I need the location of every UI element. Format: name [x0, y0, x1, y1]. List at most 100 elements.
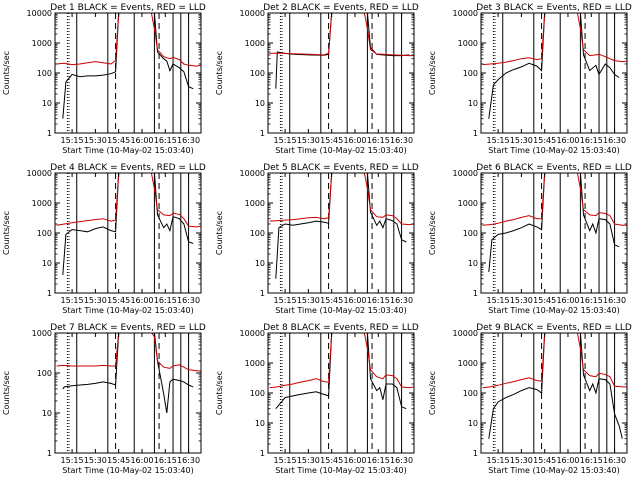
x-tick-label: 15:45: [107, 456, 130, 465]
y-tick-label: 1: [473, 449, 478, 458]
y-tick-label: 1000: [458, 39, 478, 48]
x-axis-label: Start Time (10-May-02 15:03:40): [275, 466, 406, 475]
series-events-line: [62, 173, 194, 275]
x-tick-label: 15:15: [274, 456, 297, 465]
y-tick-label: 10000: [453, 9, 478, 18]
y-tick-label: 10000: [27, 9, 52, 18]
series-lld-line: [269, 13, 414, 57]
y-tick-label: 10: [42, 99, 52, 108]
detector-panel-2: Det 2 BLACK = Events, RED = LLD 1 10 100 100…: [215, 3, 419, 155]
x-tick-label: 16:00: [343, 296, 366, 305]
detector-panel-5: Det 5 BLACK = Events, RED = LLD 1 10 100 100…: [215, 163, 419, 315]
detector-panel-9: Det 9 BLACK = Events, RED = LLD 1 10 100 100…: [428, 323, 632, 475]
x-tick-label: 15:30: [510, 136, 533, 145]
y-tick-label: 1000: [458, 359, 478, 368]
y-tick-label: 100: [250, 389, 265, 398]
y-tick-label: 100: [37, 69, 52, 78]
y-tick-label: 10000: [240, 329, 265, 338]
x-tick-label: 16:00: [556, 296, 579, 305]
series-events-line: [62, 333, 194, 414]
panel-title: Det 2 BLACK = Events, RED = LLD: [263, 3, 419, 13]
detector-panel-1: Det 1 BLACK = Events, RED = LLD 1 10 100 100…: [2, 3, 206, 155]
y-axis-label: Counts/sec: [428, 371, 437, 415]
x-tick-label: 15:45: [533, 456, 556, 465]
panel-title: Det 3 BLACK = Events, RED = LLD: [476, 3, 632, 13]
x-tick-label: 15:15: [61, 136, 84, 145]
y-tick-label: 10: [255, 99, 265, 108]
y-tick-label: 1: [47, 449, 52, 458]
series-events-line: [488, 173, 620, 273]
x-tick-label: 15:15: [487, 456, 510, 465]
detector-panel-4: Det 4 BLACK = Events, RED = LLD 1 10 100 100…: [2, 163, 206, 315]
x-tick-label: 15:30: [84, 296, 107, 305]
y-tick-label: 10: [255, 259, 265, 268]
y-tick-label: 1000: [245, 39, 265, 48]
series-lld-line: [482, 173, 627, 226]
plot-frame: [54, 332, 202, 454]
y-tick-label: 1000: [458, 199, 478, 208]
x-tick-label: 16:30: [390, 456, 413, 465]
panel-title: Det 1 BLACK = Events, RED = LLD: [50, 3, 206, 13]
x-tick-label: 16:15: [367, 136, 390, 145]
y-axis-label: Counts/sec: [428, 211, 437, 255]
x-tick-label: 15:45: [320, 456, 343, 465]
x-tick-label: 15:30: [297, 456, 320, 465]
x-tick-label: 16:15: [580, 296, 603, 305]
y-axis-label: Counts/sec: [2, 211, 11, 255]
x-tick-label: 16:00: [343, 456, 366, 465]
x-tick-label: 15:15: [487, 136, 510, 145]
y-tick-label: 10: [468, 419, 478, 428]
y-tick-label: 100: [463, 389, 478, 398]
x-tick-label: 15:15: [61, 456, 84, 465]
y-tick-label: 1: [260, 449, 265, 458]
series-lld-line: [56, 333, 201, 372]
panel-title: Det 8 BLACK = Events, RED = LLD: [263, 323, 419, 333]
x-tick-label: 16:15: [154, 136, 177, 145]
x-tick-label: 15:15: [274, 296, 297, 305]
x-tick-label: 16:15: [580, 136, 603, 145]
series-lld-line: [482, 333, 627, 389]
y-axis-label: Counts/sec: [215, 211, 224, 255]
y-tick-label: 1: [47, 129, 52, 138]
y-tick-label: 10: [42, 409, 52, 418]
x-tick-label: 16:15: [580, 456, 603, 465]
x-tick-label: 16:30: [177, 456, 200, 465]
y-tick-label: 10: [255, 419, 265, 428]
y-tick-label: 1: [473, 129, 478, 138]
x-tick-label: 16:30: [603, 136, 626, 145]
x-tick-label: 15:45: [533, 136, 556, 145]
series-lld-line: [269, 173, 414, 226]
y-tick-label: 1000: [245, 359, 265, 368]
x-tick-label: 16:15: [154, 296, 177, 305]
series-lld-line: [482, 13, 627, 66]
x-tick-label: 16:30: [177, 136, 200, 145]
panel-title: Det 6 BLACK = Events, RED = LLD: [476, 163, 632, 173]
x-tick-label: 16:00: [343, 136, 366, 145]
y-tick-label: 10000: [240, 9, 265, 18]
panel-title: Det 4 BLACK = Events, RED = LLD: [50, 163, 206, 173]
y-tick-label: 10: [42, 259, 52, 268]
series-events-line: [275, 333, 407, 410]
x-tick-label: 15:30: [510, 456, 533, 465]
x-axis-label: Start Time (10-May-02 15:03:40): [488, 306, 619, 315]
y-tick-label: 100: [250, 229, 265, 238]
detector-panel-6: Det 6 BLACK = Events, RED = LLD 1 10 100 100…: [428, 163, 632, 315]
series-events-line: [488, 13, 620, 119]
series-events-line: [488, 333, 623, 439]
series-events-line: [275, 173, 407, 279]
series-lld-line: [56, 173, 201, 228]
y-tick-label: 10000: [240, 169, 265, 178]
x-tick-label: 16:30: [603, 456, 626, 465]
series-lld-line: [56, 13, 201, 67]
x-tick-label: 15:30: [510, 296, 533, 305]
x-tick-label: 16:00: [556, 136, 579, 145]
x-tick-label: 15:15: [487, 296, 510, 305]
x-tick-label: 16:00: [130, 296, 153, 305]
panel-title: Det 5 BLACK = Events, RED = LLD: [263, 163, 419, 173]
y-tick-label: 100: [463, 229, 478, 238]
x-tick-label: 16:15: [367, 456, 390, 465]
x-axis-label: Start Time (10-May-02 15:03:40): [62, 306, 193, 315]
x-tick-label: 16:00: [556, 456, 579, 465]
x-tick-label: 16:30: [177, 296, 200, 305]
x-tick-label: 15:45: [320, 296, 343, 305]
